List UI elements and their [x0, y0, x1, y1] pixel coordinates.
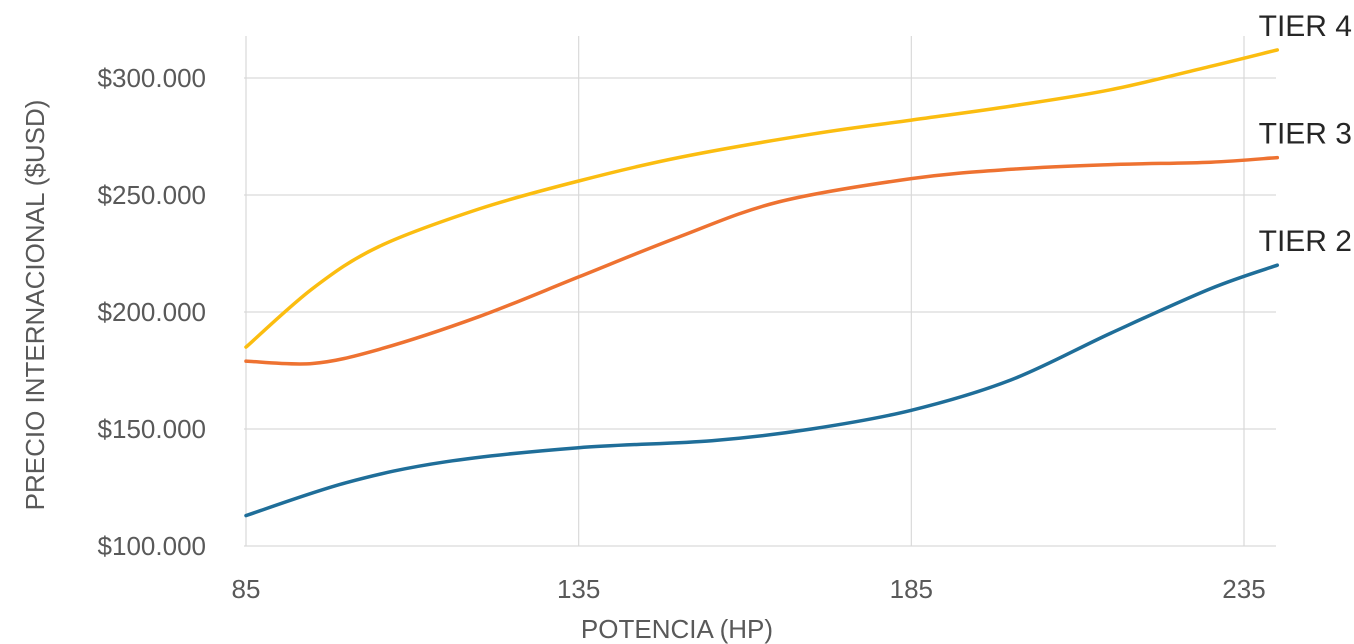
- series-lines: [244, 48, 1280, 518]
- series-label-tier-3: TIER 3: [1259, 118, 1352, 151]
- series-label-tier-4: TIER 4: [1259, 10, 1352, 43]
- x-tick-label: 185: [890, 574, 933, 604]
- x-tick-label: 235: [1222, 574, 1265, 604]
- y-axis-title: PRECIO INTERNACIONAL ($USD): [20, 100, 50, 511]
- gridlines: [244, 36, 1276, 547]
- series-line-tier-2: [244, 263, 1280, 518]
- series-label-tier-2: TIER 2: [1259, 225, 1352, 258]
- y-tick-label: $100.000: [98, 531, 206, 561]
- series-line-tier-3: [244, 155, 1280, 366]
- series-line-tier-4: [244, 48, 1280, 349]
- y-tick-label: $250.000: [98, 180, 206, 210]
- x-axis-title: POTENCIA (HP): [581, 614, 773, 644]
- y-axis-ticks: $100.000 $150.000 $200.000 $250.000 $300.000: [98, 63, 206, 561]
- x-tick-label: 135: [557, 574, 600, 604]
- y-tick-label: $200.000: [98, 297, 206, 327]
- x-axis-ticks: 85 135 185 235: [232, 574, 1266, 604]
- x-tick-label: 85: [232, 574, 261, 604]
- y-tick-label: $150.000: [98, 414, 206, 444]
- y-tick-label: $300.000: [98, 63, 206, 93]
- series-labels: TIER 2 TIER 3 TIER 4: [1259, 10, 1352, 258]
